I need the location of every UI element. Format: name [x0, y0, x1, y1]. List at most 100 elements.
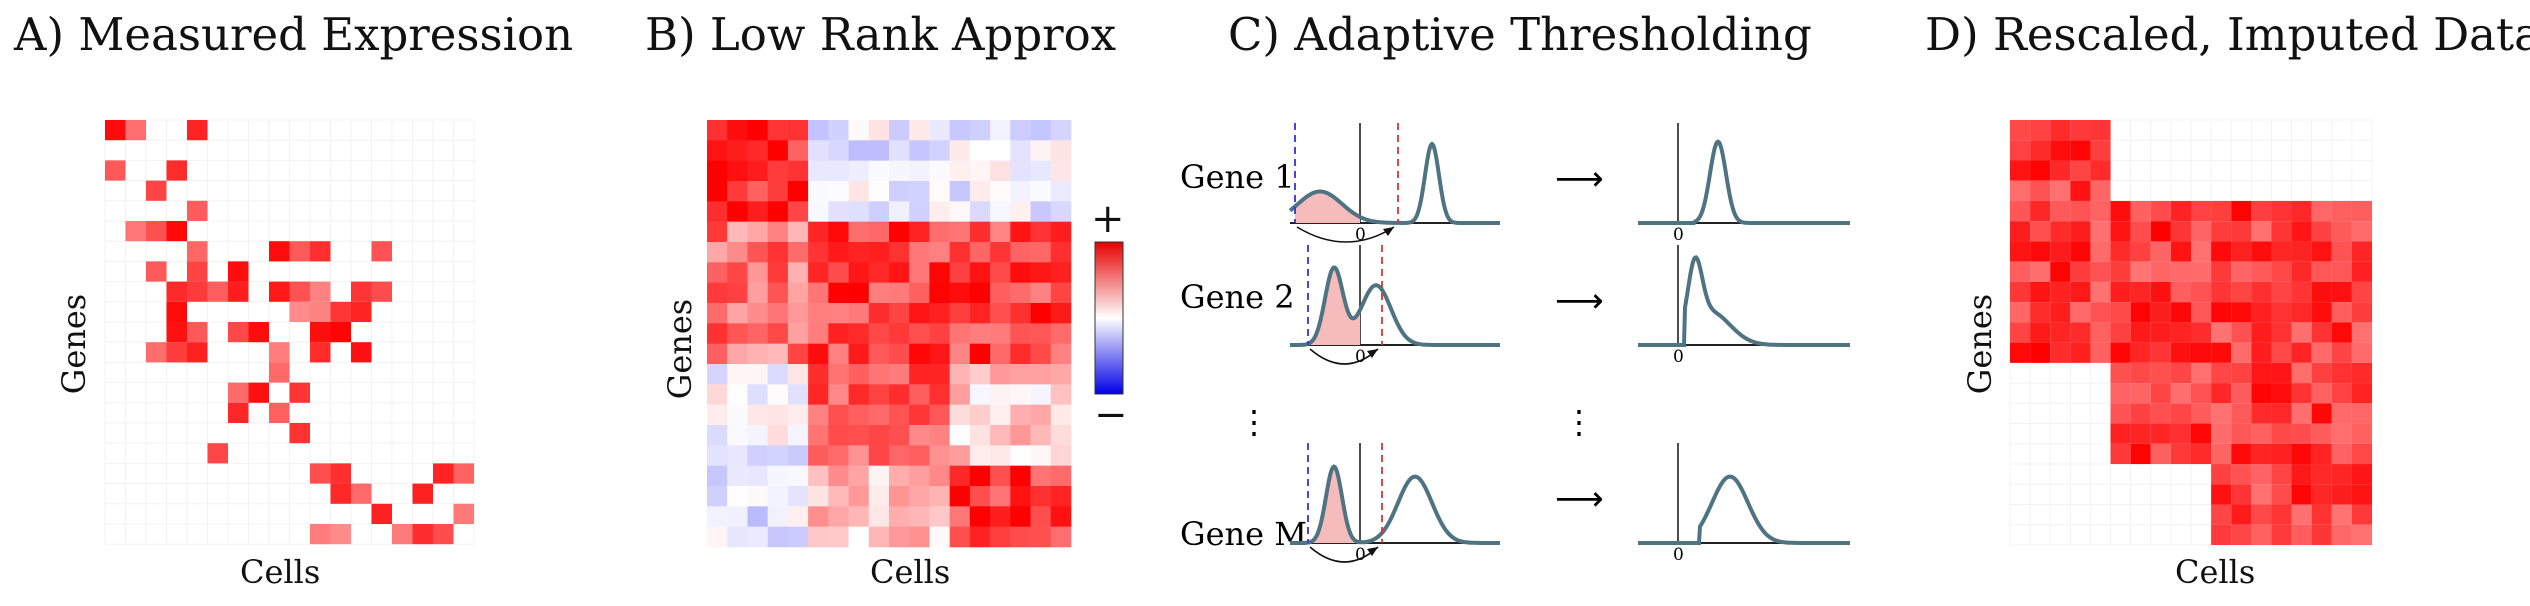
grid-cell [207, 361, 229, 383]
imputed-cell [2251, 241, 2272, 262]
imputed-cell [2271, 362, 2292, 384]
grid-cell [2170, 180, 2192, 202]
expression-cell [330, 322, 351, 343]
grid-cell [227, 503, 249, 525]
grid-cell [330, 119, 352, 141]
panel-b-xlabel: Cells [870, 553, 951, 591]
approx-cell [828, 425, 849, 446]
approx-cell [868, 201, 890, 222]
grid-cell [330, 442, 352, 464]
approx-cell [990, 465, 1011, 487]
approx-cell [949, 282, 971, 304]
approx-cell [990, 445, 1011, 466]
approx-cell [868, 364, 890, 385]
imputed-cell [2030, 200, 2051, 222]
approx-cell [767, 303, 789, 324]
approx-cell [1010, 303, 1031, 324]
approx-cell [767, 404, 789, 426]
approx-cell [787, 262, 809, 283]
approx-cell [889, 303, 910, 324]
imputed-cell [2311, 443, 2332, 465]
grid-cell [432, 119, 454, 141]
approx-cell [707, 242, 728, 263]
approx-cell [727, 526, 748, 548]
approx-cell [868, 140, 890, 161]
expression-cell [269, 342, 290, 363]
grid-cell [248, 483, 270, 505]
grid-cell [2210, 180, 2232, 202]
grid-cell [2351, 160, 2373, 182]
approx-cell [889, 181, 910, 202]
grid-cell [330, 422, 352, 444]
grid-cell [2250, 119, 2272, 141]
grid-cell [391, 361, 413, 383]
approx-cell [707, 506, 728, 527]
approx-cell [848, 181, 870, 202]
grid-cell [186, 361, 208, 383]
imputed-cell [2211, 241, 2232, 262]
approx-cell [707, 465, 728, 487]
approx-cell [969, 486, 991, 507]
imputed-cell [2050, 241, 2071, 262]
expression-cell [371, 281, 392, 302]
imputed-cell [2050, 120, 2071, 141]
imputed-cell [2331, 403, 2352, 424]
imputed-cell [2110, 302, 2131, 323]
approx-cell [969, 140, 991, 161]
approx-cell [1050, 262, 1072, 283]
grid-cell [330, 139, 352, 161]
grid-cell [227, 422, 249, 444]
approx-cell [808, 221, 829, 243]
grid-cell [2090, 362, 2111, 384]
grid-cell [125, 180, 147, 202]
imputed-cell [2271, 423, 2292, 444]
approx-cell [909, 221, 930, 243]
grid-cell [2230, 180, 2252, 202]
imputed-cell [2110, 322, 2131, 343]
imputed-cell [2251, 484, 2272, 505]
imputed-cell [2291, 484, 2312, 505]
grid-cell [125, 503, 147, 525]
grid-cell [289, 503, 311, 525]
grid-cell [207, 483, 229, 505]
grid-cell [309, 361, 331, 383]
approx-cell [949, 526, 971, 548]
approx-cell [747, 486, 768, 507]
thresholded-curve [1638, 255, 1850, 347]
approx-cell [868, 486, 890, 507]
approx-cell [767, 323, 789, 344]
approx-cell [808, 506, 829, 527]
grid-cell [350, 402, 372, 424]
approx-cell [889, 465, 910, 487]
approx-cell [727, 323, 748, 344]
approx-cell [868, 526, 890, 548]
approx-cell [848, 465, 870, 487]
imputed-cell [2070, 261, 2091, 282]
grid-cell [2190, 504, 2212, 526]
grid-cell [2190, 463, 2212, 485]
approx-cell [747, 140, 768, 161]
grid-cell [412, 220, 434, 242]
imputed-cell [2331, 241, 2352, 262]
expression-cell [371, 503, 392, 524]
approx-cell [1030, 384, 1052, 405]
grid-cell [2271, 160, 2292, 182]
expression-cell [166, 221, 187, 242]
grid-cell [104, 341, 126, 363]
imputed-cell [2231, 221, 2252, 242]
imputed-cell [2331, 443, 2352, 465]
transform-arrow: ⟶ [1555, 281, 1604, 321]
grid-cell [453, 260, 475, 282]
approx-cell [909, 201, 930, 222]
grid-cell [2090, 402, 2111, 424]
gene-label: Gene M [1180, 515, 1307, 553]
imputed-data-heatmap [2009, 119, 2373, 546]
zero-tick: 0 [1355, 347, 1366, 367]
expression-cell [289, 301, 310, 322]
approx-cell [949, 384, 971, 405]
grid-cell [207, 260, 229, 282]
grid-cell [166, 523, 188, 545]
approx-cell [1050, 486, 1072, 507]
imputed-cell [2271, 221, 2292, 242]
imputed-cell [2271, 524, 2292, 545]
